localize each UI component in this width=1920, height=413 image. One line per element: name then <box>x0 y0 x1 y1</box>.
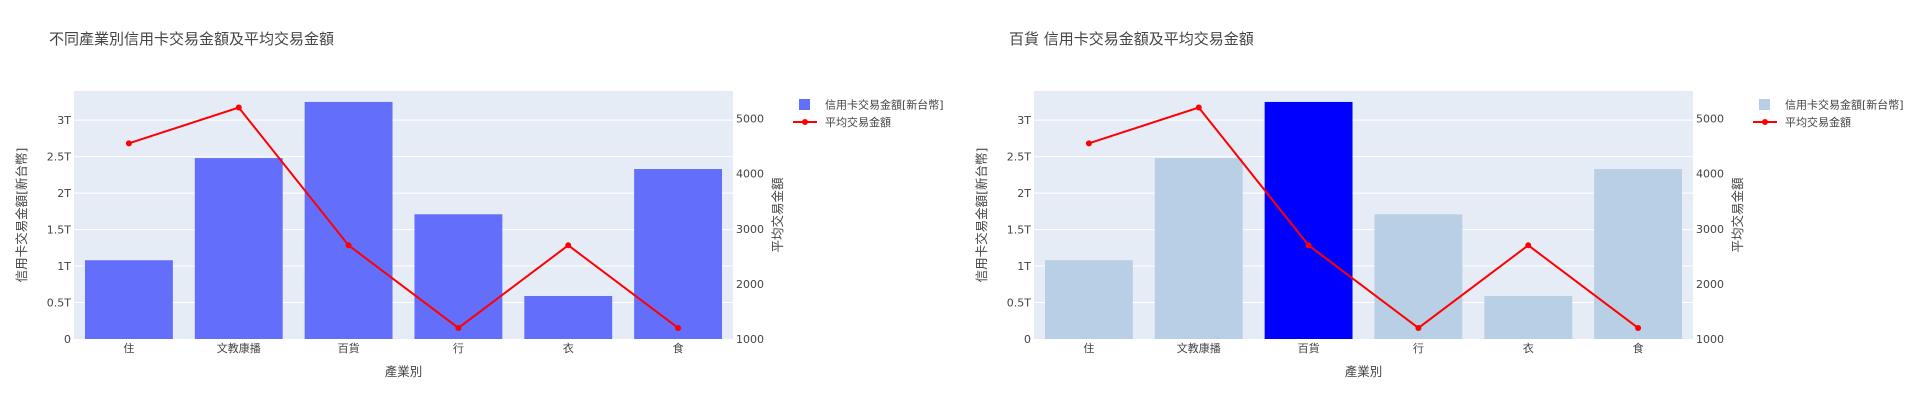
x-tick-label: 行 <box>1413 342 1424 355</box>
line-point <box>235 104 242 111</box>
chart-title: 不同產業別信用卡交易金額及平均交易金額 <box>49 30 334 48</box>
bar <box>1374 214 1463 339</box>
bar <box>304 101 393 339</box>
x-tick-label: 食 <box>673 341 684 355</box>
y-tick-label: 0.5T <box>47 297 71 310</box>
bar <box>1044 260 1133 339</box>
legend-swatch-bar <box>799 99 810 110</box>
y-tick-label: 2T <box>1017 187 1031 200</box>
x-tick-label: 食 <box>1633 341 1644 355</box>
x-tick-label: 文教康播 <box>217 341 261 355</box>
y-tick-label: 2.5T <box>47 151 71 164</box>
x-tick-label: 百貨 <box>338 341 360 355</box>
line-point <box>1195 104 1202 111</box>
y-tick-label: 1.5T <box>1007 224 1031 237</box>
y-tick-label: 2T <box>57 187 71 200</box>
line-point <box>675 324 682 331</box>
chart-left: 不同產業別信用卡交易金額及平均交易金額 0 0.5T 1T 1.5T 2T 2.5T 3T 10… <box>14 30 944 379</box>
y2-tick-label: 1000 <box>1696 333 1724 346</box>
y2-tick-label: 5000 <box>736 113 764 126</box>
legend-label-bar: 信用卡交易金額[新台幣] <box>825 98 944 112</box>
legend-swatch-bar <box>1759 99 1770 110</box>
legend-swatch-point <box>1762 119 1768 125</box>
x-tick-label: 文教康播 <box>1177 341 1221 355</box>
y2-axis-title: 平均交易金額 <box>1730 177 1745 253</box>
y2-axis-title: 平均交易金額 <box>770 177 785 253</box>
bar <box>414 214 503 339</box>
bar <box>84 260 173 339</box>
plot-area <box>1034 91 1693 339</box>
y-tick-label: 1.5T <box>47 224 71 237</box>
line-point <box>125 140 132 147</box>
plot-area <box>74 91 733 339</box>
legend-label-bar: 信用卡交易金額[新台幣] <box>1785 98 1904 112</box>
legend-swatch-point <box>802 119 808 125</box>
y2-tick-label: 2000 <box>736 278 764 291</box>
series-line <box>128 106 679 330</box>
x-tick-label: 衣 <box>1523 341 1534 355</box>
bar <box>1594 169 1683 339</box>
y-tick-label: 3T <box>1017 114 1031 127</box>
x-tick-label: 衣 <box>563 341 574 355</box>
y2-tick-label: 1000 <box>736 333 764 346</box>
line-point <box>1415 324 1422 331</box>
y-tick-label: 0 <box>1024 333 1031 346</box>
line-point <box>345 242 352 249</box>
y2-tick-label: 2000 <box>1696 278 1724 291</box>
y-tick-label: 0 <box>64 333 71 346</box>
bar <box>1264 101 1353 339</box>
chart-title: 百貨 信用卡交易金額及平均交易金額 <box>1009 30 1254 48</box>
line-point <box>1525 242 1532 249</box>
x-tick-label: 百貨 <box>1298 341 1320 355</box>
line-point <box>1305 242 1312 249</box>
series-line <box>1088 106 1639 330</box>
x-axis-title: 產業別 <box>385 364 423 379</box>
line-point <box>1635 324 1642 331</box>
chart-right: 百貨 信用卡交易金額及平均交易金額 0 0.5T 1T 1.5T 2T 2.5T 3T 1000… <box>974 30 1904 379</box>
y2-tick-label: 5000 <box>1696 113 1724 126</box>
y-tick-label: 3T <box>57 114 71 127</box>
y2-tick-label: 3000 <box>1696 223 1724 236</box>
bar <box>194 158 283 339</box>
y-axis-title: 信用卡交易金額[新台幣] <box>974 148 989 283</box>
legend-label-line: 平均交易金額 <box>825 115 891 129</box>
y2-tick-label: 4000 <box>736 168 764 181</box>
y2-tick-label: 3000 <box>736 223 764 236</box>
y-axis-title: 信用卡交易金額[新台幣] <box>14 148 29 283</box>
line-point <box>1085 140 1092 147</box>
line-point <box>455 324 462 331</box>
y-tick-label: 1T <box>57 260 71 273</box>
y2-tick-label: 4000 <box>1696 168 1724 181</box>
x-axis-title: 產業別 <box>1345 364 1383 379</box>
x-tick-label: 住 <box>1083 341 1094 355</box>
y-tick-label: 0.5T <box>1007 297 1031 310</box>
legend-label-line: 平均交易金額 <box>1785 115 1851 129</box>
x-tick-label: 住 <box>123 341 134 355</box>
bar <box>524 295 613 339</box>
line-point <box>565 242 572 249</box>
bar <box>1484 295 1573 339</box>
y-tick-label: 2.5T <box>1007 151 1031 164</box>
bar <box>1154 158 1243 339</box>
bar <box>634 169 723 339</box>
x-tick-label: 行 <box>453 342 464 355</box>
y-tick-label: 1T <box>1017 260 1031 273</box>
